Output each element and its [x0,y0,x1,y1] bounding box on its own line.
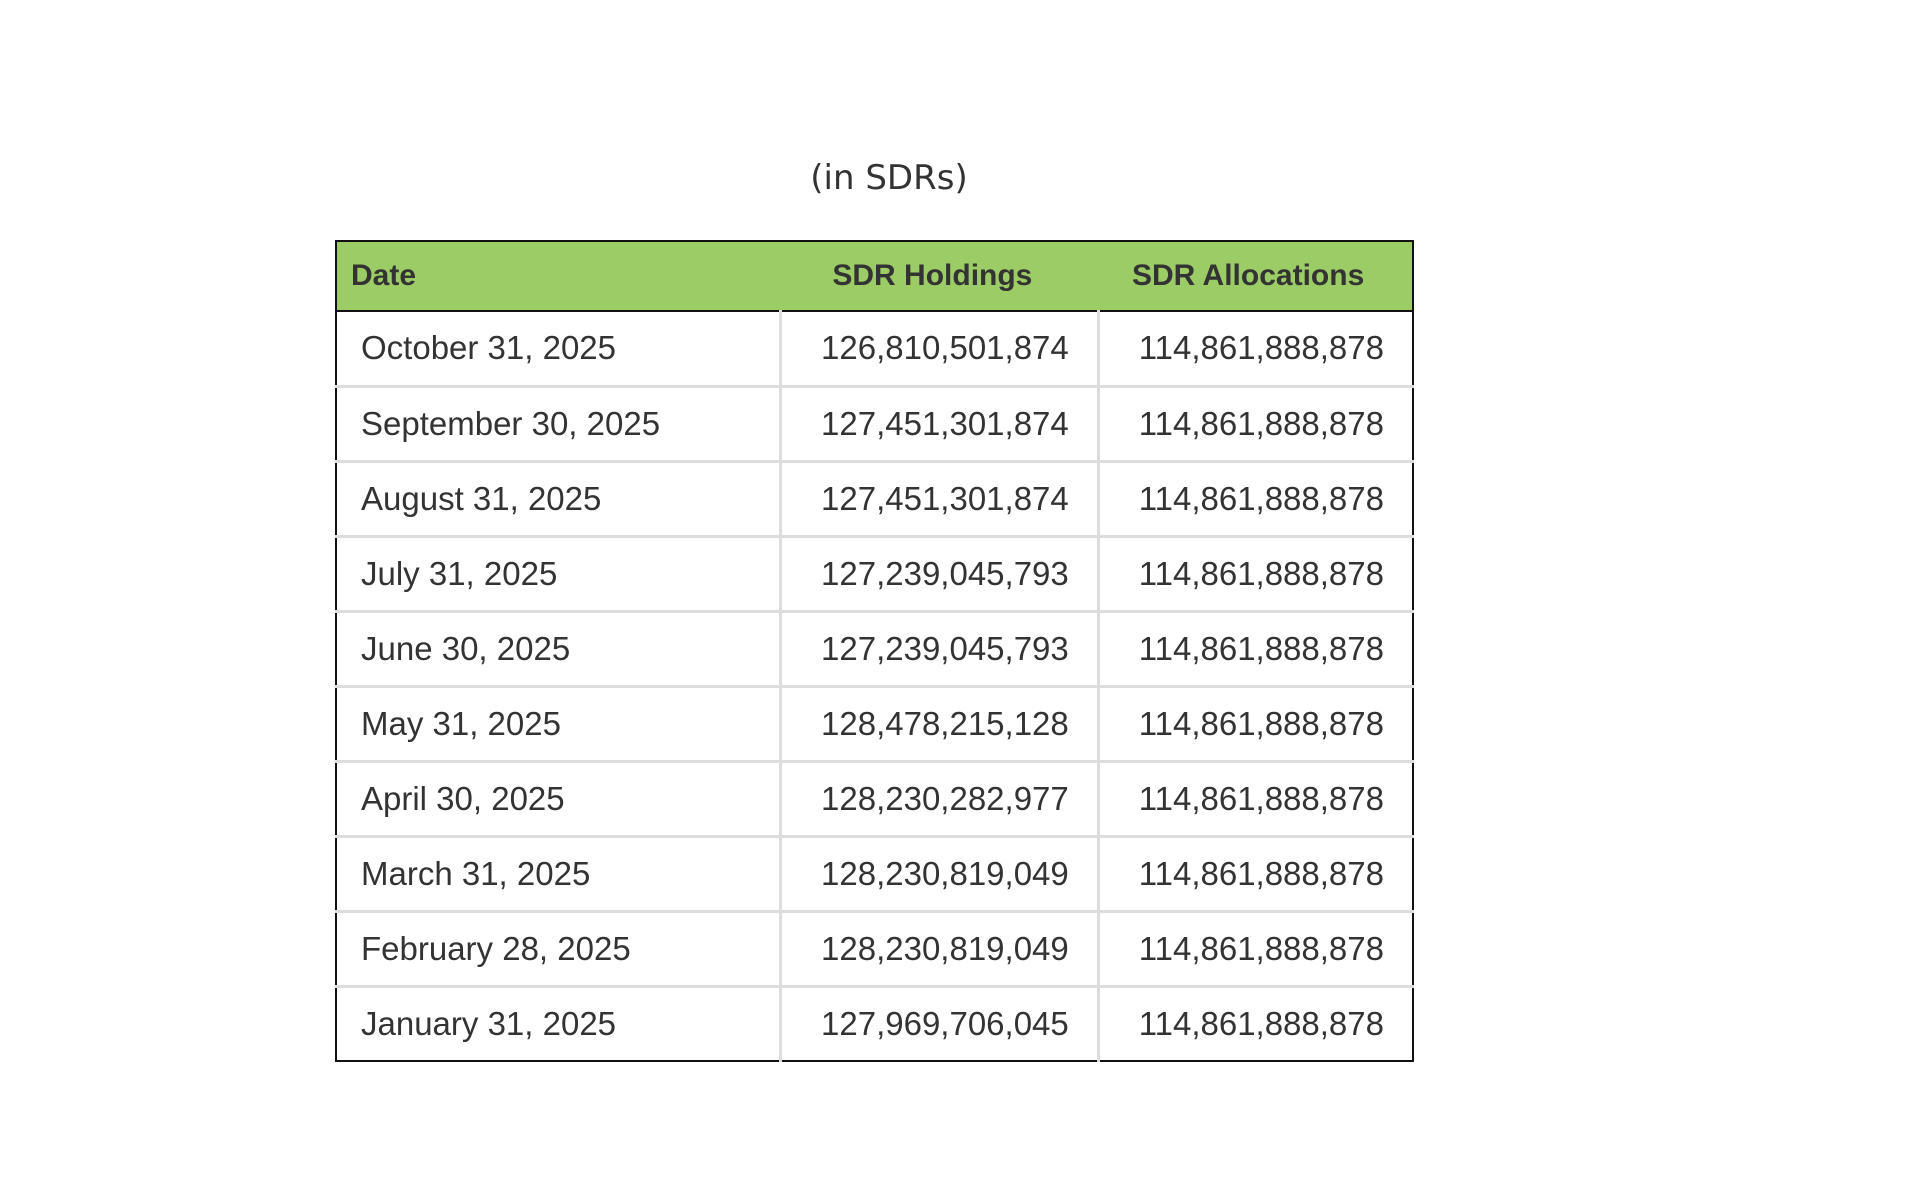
allocations-cell: 114,861,888,878 [1096,311,1413,388]
allocations-cell: 114,861,888,878 [1096,386,1413,463]
holdings-cell: 128,230,819,049 [779,836,1099,913]
allocations-cell: 114,861,888,878 [1096,461,1413,538]
table-row: April 30, 2025 128,230,282,977 114,861,888… [336,761,1413,838]
allocations-cell: 114,861,888,878 [1096,986,1413,1061]
date-cell: September 30, 2025 [336,386,781,463]
table-subtitle: (in SDRs) [810,158,968,198]
holdings-cell: 127,239,045,793 [779,611,1099,688]
holdings-cell: 128,478,215,128 [779,686,1099,763]
date-cell: August 31, 2025 [336,461,781,538]
holdings-cell: 128,230,282,977 [779,761,1099,838]
holdings-cell: 127,239,045,793 [779,536,1099,613]
table-row: February 28, 2025 128,230,819,049 114,861,… [336,911,1413,988]
date-cell: May 31, 2025 [336,686,781,763]
allocations-cell: 114,861,888,878 [1096,536,1413,613]
date-cell: July 31, 2025 [336,536,781,613]
allocations-cell: 114,861,888,878 [1096,611,1413,688]
table-row: January 31, 2025 127,969,706,045 114,861,8… [336,986,1413,1061]
table-header-row: Date SDR Holdings SDR Allocations [336,241,1413,311]
header-sdr-allocations: SDR Allocations [1132,259,1365,292]
sdr-table: Date SDR Holdings SDR Allocations Octobe… [335,240,1414,1062]
allocations-cell: 114,861,888,878 [1096,911,1413,988]
holdings-cell: 127,451,301,874 [779,461,1099,538]
table-row: May 31, 2025 128,478,215,128 114,861,888,8… [336,686,1413,763]
table-row: September 30, 2025 127,451,301,874 114,861… [336,386,1413,463]
table-row: June 30, 2025 127,239,045,793 114,861,888,… [336,611,1413,688]
date-cell: April 30, 2025 [336,761,781,838]
date-cell: March 31, 2025 [336,836,781,913]
allocations-cell: 114,861,888,878 [1096,836,1413,913]
holdings-cell: 126,810,501,874 [779,311,1099,388]
holdings-cell: 127,451,301,874 [779,386,1099,463]
table-row: August 31, 2025 127,451,301,874 114,861,88… [336,461,1413,538]
date-cell: June 30, 2025 [336,611,781,688]
allocations-cell: 114,861,888,878 [1096,686,1413,763]
header-date: Date [351,259,417,292]
header-sdr-holdings: SDR Holdings [832,259,1033,292]
holdings-cell: 127,969,706,045 [779,986,1099,1061]
table-row: October 31, 2025 126,810,501,874 114,861,8… [336,311,1413,388]
date-cell: January 31, 2025 [361,1004,617,1042]
date-cell: October 31, 2025 [336,311,781,388]
holdings-cell: 128,230,819,049 [779,911,1099,988]
table-row: July 31, 2025 127,239,045,793 114,861,888,… [336,536,1413,613]
allocations-cell: 114,861,888,878 [1096,761,1413,838]
table-row: March 31, 2025 128,230,819,049 114,861,888… [336,836,1413,913]
date-cell: February 28, 2025 [336,911,781,988]
